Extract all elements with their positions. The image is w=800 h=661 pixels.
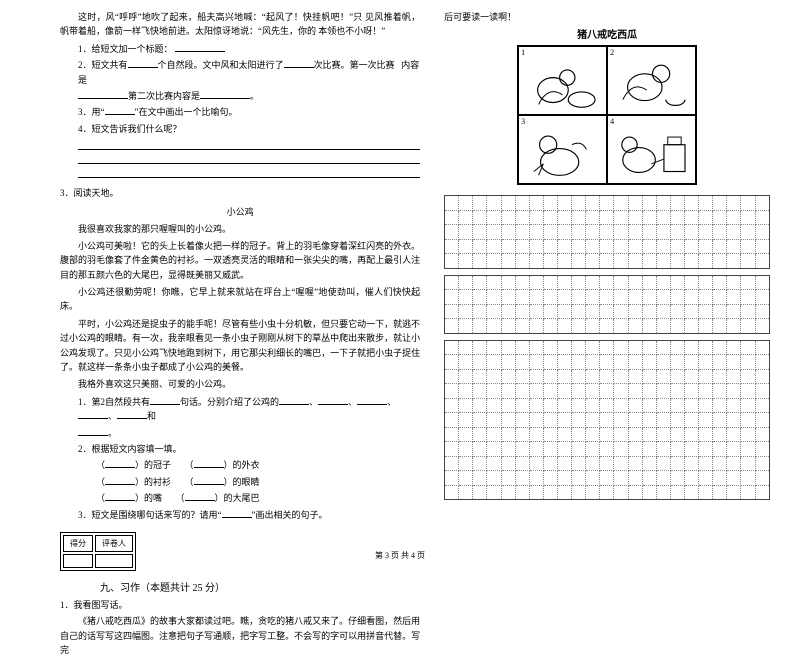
q4-line: 4．短文告诉我们什么呢？ <box>60 122 420 136</box>
rq2-b1f[interactable] <box>105 467 135 468</box>
rq2a1: （ <box>96 460 105 470</box>
rq2b3: ）的衬衫 <box>135 477 171 487</box>
r-p4: 平时，小公鸡还是捉虫子的能手呢！尽管有些小虫十分机敏，但只要它动一下，就逃不过小… <box>60 317 420 375</box>
rq2-b3f[interactable] <box>105 484 135 485</box>
section-9-heading: 九、习作（本题共计 25 分） <box>100 579 420 594</box>
comic-title: 猪八戒吃西瓜 <box>444 26 770 41</box>
writing-grid-2[interactable] <box>444 275 770 334</box>
rq1-blank2[interactable] <box>279 404 309 405</box>
q2-blank4[interactable] <box>200 98 250 99</box>
writing-prompt-cont: 后可要读一读啊！ <box>444 10 770 24</box>
comic-cell-2: 2 <box>607 46 696 115</box>
rq2b1: ）的冠子 <box>135 460 171 470</box>
reading-heading: 3．阅读天地。 <box>60 186 420 200</box>
rq1f: 、 <box>108 411 117 421</box>
rq1-line2: 。 <box>60 426 420 440</box>
rq2-row3: （ ）的嘴 （ ）的大尾巴 <box>60 491 420 505</box>
comic-num-2: 2 <box>610 48 614 57</box>
q2f: 。 <box>250 91 259 101</box>
right-column: 后可要读一读啊！ 猪八戒吃西瓜 1 2 3 4 <box>444 10 770 661</box>
writing-prompt: 《猪八戒吃西瓜》的故事大家都读过吧。瞧，贪吃的猪八戒又来了。仔细看图，然后用自己… <box>60 614 420 657</box>
rq2-b6f[interactable] <box>185 500 215 501</box>
q3-blank[interactable] <box>105 114 135 115</box>
q1-line: 1．给短文加一个标题： <box>60 42 420 56</box>
rq1-blank3[interactable] <box>318 404 348 405</box>
comic-cell-3: 3 <box>518 115 607 184</box>
q2a: 2．短文共有 <box>78 60 128 70</box>
q4-answer-line1[interactable] <box>78 140 420 150</box>
comic-cell-1: 1 <box>518 46 607 115</box>
r-p5: 我格外喜欢这只美丽、可爱的小公鸡。 <box>60 377 420 391</box>
q2e: 第二次比赛内容是 <box>128 91 200 101</box>
rq2-row2: （ ）的衬衫 （ ）的眼睛 <box>60 475 420 489</box>
writing-grid-wrap <box>444 195 770 500</box>
q3-line: 3．用“ ”在文中画出一个比喻句。 <box>60 105 420 119</box>
rq1b: 句话。分别介绍了公鸡的 <box>180 397 279 407</box>
writing-title: 1．我看图写话。 <box>60 598 420 612</box>
rq2a2: （ <box>185 460 194 470</box>
rq2-b5f[interactable] <box>105 500 135 501</box>
q1-text: 1．给短文加一个标题： <box>78 44 173 54</box>
reading-title: 小公鸡 <box>60 205 420 218</box>
rq2a6: （ <box>176 493 185 503</box>
r-p2: 小公鸡可美啦！它的头上长着像火把一样的冠子。背上的羽毛像穿着深红闪亮的外衣。腹部… <box>60 239 420 282</box>
q3b: ”在文中画出一个比喻句。 <box>135 107 238 117</box>
q2-blank1[interactable] <box>128 67 158 68</box>
q1-blank[interactable] <box>175 51 225 52</box>
q4-answer-line3[interactable] <box>78 168 420 178</box>
rq3b: ”画出相关的句子。 <box>252 510 328 520</box>
rq1a: 1．第2自然段共有 <box>78 397 150 407</box>
rq1d: 、 <box>348 397 357 407</box>
rq2b6: ）的大尾巴 <box>215 493 260 503</box>
comic-panel: 1 2 3 4 <box>517 45 697 185</box>
rq2a3: （ <box>96 477 105 487</box>
rq2a4: （ <box>185 477 194 487</box>
rq2a5: （ <box>96 493 105 503</box>
comic-num-3: 3 <box>521 117 525 126</box>
r-p1: 我很喜欢我家的那只喔喔叫的小公鸡。 <box>60 222 420 236</box>
comic-num-4: 4 <box>610 117 614 126</box>
story-paragraph: 这时，风“呼呼”地吹了起来，船夫高兴地喊：“起风了！快挂帆吧！”只 见风推着帆，… <box>60 10 420 39</box>
rq2b5: ）的嘴 <box>135 493 162 503</box>
rq1e: 、 <box>387 397 396 407</box>
r-p3: 小公鸡还很勤劳呢！你瞧，它早上就来就站在坪台上“喔喔”地使劲叫，催人们快快起床。 <box>60 285 420 314</box>
page-footer: 第 3 页 共 4 页 <box>0 550 800 561</box>
writing-grid-1[interactable] <box>444 195 770 269</box>
rq2b4: ）的眼睛 <box>224 477 260 487</box>
rq1c: 、 <box>309 397 318 407</box>
rq2-b2f[interactable] <box>194 467 224 468</box>
q4-text: 4．短文告诉我们什么呢？ <box>78 124 182 134</box>
rq3-blank[interactable] <box>222 517 252 518</box>
pig-icon <box>608 47 695 114</box>
q2b: 个自然段。文中风和太阳进行了 <box>158 60 284 70</box>
rq1g: 和 <box>147 411 156 421</box>
rq1-blank4[interactable] <box>357 404 387 405</box>
q2-line: 2．短文共有个自然段。文中风和太阳进行了次比赛。第一次比赛 内容是 <box>60 58 420 87</box>
rq1-blank5[interactable] <box>78 418 108 419</box>
rq1-line: 1．第2自然段共有句话。分别介绍了公鸡的、、、、和 <box>60 395 420 424</box>
rq1-blank7[interactable] <box>78 435 108 436</box>
rq1-blank1[interactable] <box>150 404 180 405</box>
rq3-line: 3．短文是围绕哪句话来写的？请用“ ”画出相关的句子。 <box>60 508 420 522</box>
left-column: 这时，风“呼呼”地吹了起来，船夫高兴地喊：“起风了！快挂帆吧！”只 见风推着帆，… <box>60 10 420 661</box>
pig-icon <box>519 47 606 114</box>
rq2-line: 2．根据短文内容填一填。 <box>60 442 420 456</box>
rq3a: 3．短文是围绕哪句话来写的？请用“ <box>78 510 222 520</box>
q2-blank2[interactable] <box>284 67 314 68</box>
q2-line2: 第二次比赛内容是 。 <box>60 89 420 103</box>
rq2-b4f[interactable] <box>194 484 224 485</box>
q2-blank3[interactable] <box>78 98 128 99</box>
q4-answer-line2[interactable] <box>78 154 420 164</box>
pig-icon <box>608 116 695 183</box>
comic-num-1: 1 <box>521 48 525 57</box>
rq1h: 。 <box>108 428 117 438</box>
rq2-row1: （ ）的冠子 （ ）的外衣 <box>60 458 420 472</box>
writing-grid-3[interactable] <box>444 340 770 501</box>
rq1-blank6[interactable] <box>117 418 147 419</box>
rq2b2: ）的外衣 <box>224 460 260 470</box>
q3a: 3．用“ <box>78 107 105 117</box>
pig-icon <box>519 116 606 183</box>
q2c: 次比赛。第一次比赛 <box>314 60 395 70</box>
comic-cell-4: 4 <box>607 115 696 184</box>
